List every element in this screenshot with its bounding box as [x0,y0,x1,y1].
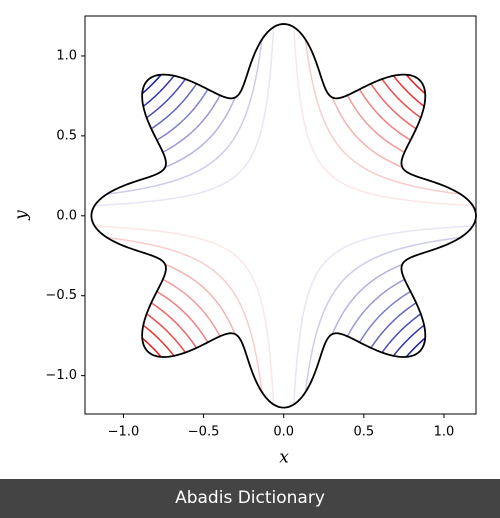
contour-line [91,23,476,408]
chart: x y −1.0 −0.5 0.0 0.5 1.0 −1.0 −0.5 0.0 0.5 1.0 [12,15,477,468]
contour-line [91,23,476,408]
contour-line [91,23,476,408]
x-tick-label: 0.5 [353,425,374,440]
boundary [90,23,477,409]
y-tick-label: −0.5 [45,288,77,303]
x-tick-label: −0.5 [188,425,220,440]
contour-line [91,23,476,408]
contour-line [91,23,476,408]
contour-line [91,23,476,408]
plot-frame [84,15,477,415]
contour-line [91,23,476,408]
contour-line [91,23,476,408]
contour-line [91,23,476,408]
x-label: x [279,448,289,468]
y-tick-label: 0.5 [56,128,77,143]
y-label: y [12,210,32,221]
contour-line [91,23,476,408]
contour-line [91,23,476,408]
y-tick-label: 1.0 [56,48,77,63]
x-tick-label: 0.0 [273,425,294,440]
x-tick-label: −1.0 [108,425,140,440]
contour-line [91,23,476,408]
y-tick-label: 0.0 [56,208,77,223]
contour-line [91,23,476,408]
x-tick-label: 1.0 [434,425,455,440]
contours [91,23,476,408]
contour-line [91,23,476,408]
contour-line [91,23,476,408]
footer: Abadis Dictionary [0,479,500,518]
y-tick-label: −1.0 [45,368,77,383]
contour-line [91,23,476,408]
contour-line [91,23,476,408]
contour-line [91,23,476,408]
contour-line [91,23,476,408]
contour-line [91,23,476,408]
